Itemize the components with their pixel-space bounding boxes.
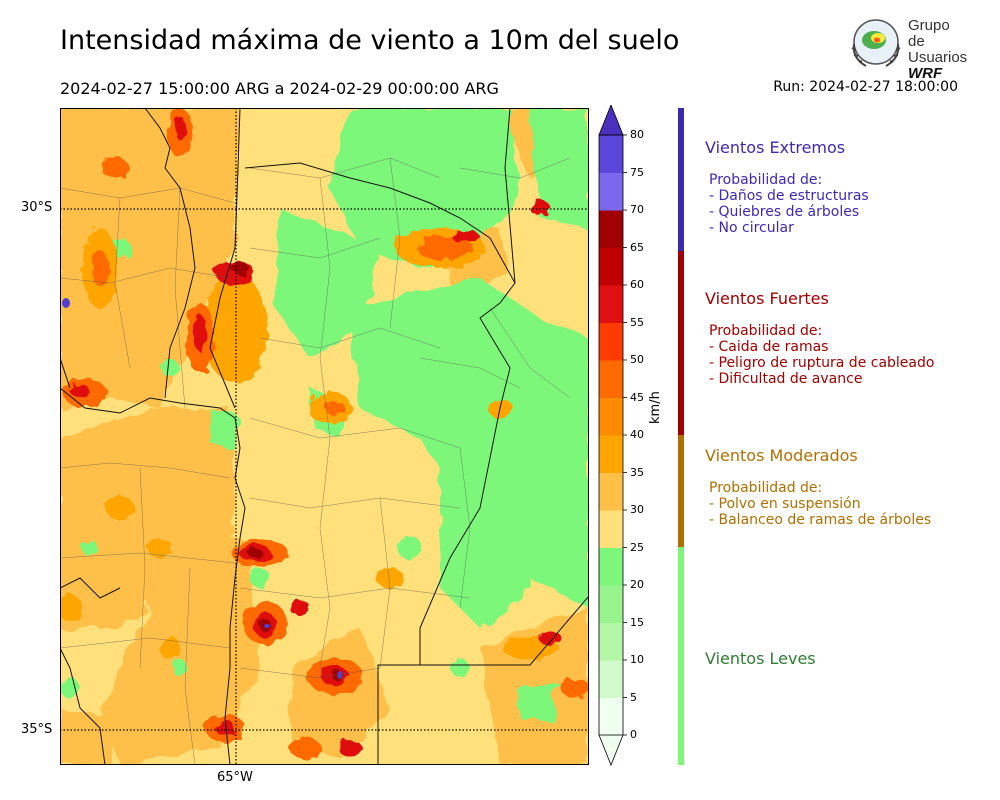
wind-map — [60, 108, 589, 765]
colorbar-tick-45: 45 — [630, 390, 644, 404]
colorbar-tick-60: 60 — [630, 278, 644, 291]
colorbar-segment-5 — [599, 660, 623, 698]
colorbar-tick-40: 40 — [630, 428, 644, 441]
colorbar-tick-0: 0 — [630, 728, 637, 741]
category-bar-light — [678, 547, 684, 765]
colorbar-tick-70: 70 — [630, 203, 644, 216]
lat-label-35s: 35°S — [21, 722, 53, 737]
category-title-strong: Vientos Fuertes — [705, 289, 829, 308]
colorbar-segment-15 — [599, 585, 623, 623]
category-title-moderate: Vientos Moderados — [705, 446, 858, 465]
run-timestamp: Run: 2024-02-27 18:00:00 — [773, 79, 958, 95]
colorbar-tick-55: 55 — [630, 315, 644, 329]
category-bar-extreme — [678, 108, 684, 251]
colorbar-min-extension — [598, 734, 624, 767]
lon-label-65w: 65°W — [217, 770, 253, 785]
colorbar-segment-35 — [599, 435, 623, 473]
map-title: Intensidad máxima de viento a 10m del su… — [60, 25, 680, 56]
colorbar-segment-55 — [599, 285, 623, 323]
colorbar-tick-10: 10 — [630, 653, 644, 666]
colorbar-tick-75: 75 — [630, 165, 644, 179]
colorbar-segment-10 — [599, 622, 623, 661]
category-bar-moderate — [678, 435, 684, 547]
category-desc-extreme: Probabilidad de: - Daños de estructuras … — [709, 172, 869, 236]
colorbar-tick-15: 15 — [630, 615, 644, 629]
colorbar-segment-30 — [599, 472, 623, 511]
colorbar-tick-65: 65 — [630, 240, 644, 254]
colorbar-segment-45 — [599, 360, 623, 398]
colorbar-tick-50: 50 — [630, 353, 644, 366]
colorbar-segment-65 — [599, 210, 623, 248]
category-desc-moderate: Probabilidad de: - Polvo en suspensión -… — [709, 480, 932, 528]
lat-label-30s: 30°S — [21, 200, 53, 215]
colorbar-tick-25: 25 — [630, 540, 644, 554]
colorbar-segment-20 — [599, 547, 623, 586]
colorbar-tick-20: 20 — [630, 578, 644, 591]
department-boundaries — [60, 157, 571, 765]
colorbar-tick-30: 30 — [630, 503, 644, 516]
colorbar-tick-80: 80 — [630, 128, 644, 141]
colorbar-segment-75 — [599, 135, 623, 173]
logo-text: Grupo de Usuarios WRF — [908, 17, 968, 82]
colorbar-tick-5: 5 — [630, 690, 637, 704]
colorbar-segment-25 — [599, 510, 623, 548]
category-title-light: Vientos Leves — [705, 649, 816, 668]
category-title-extreme: Vientos Extremos — [705, 138, 846, 157]
colorbar-segment-50 — [599, 322, 623, 361]
colorbar-segment-70 — [599, 172, 623, 211]
globe-logo-icon — [851, 19, 901, 67]
grupo-usuarios-wrf-logo: Grupo de Usuarios WRF — [848, 14, 968, 82]
graticule — [60, 108, 589, 765]
colorbar-tick-35: 35 — [630, 465, 644, 479]
forecast-period: 2024-02-27 15:00:00 ARG a 2024-02-29 00:… — [60, 79, 499, 98]
colorbar-unit-label: km/h — [648, 391, 663, 424]
colorbar-segment-0 — [599, 697, 623, 736]
category-bar-strong — [678, 251, 684, 435]
wind-colorbar — [598, 105, 627, 767]
colorbar-max-extension — [598, 105, 624, 136]
colorbar-segment-60 — [599, 247, 623, 286]
category-desc-strong: Probabilidad de: - Caida de ramas - Peli… — [709, 323, 935, 387]
colorbar-segment-40 — [599, 397, 623, 436]
